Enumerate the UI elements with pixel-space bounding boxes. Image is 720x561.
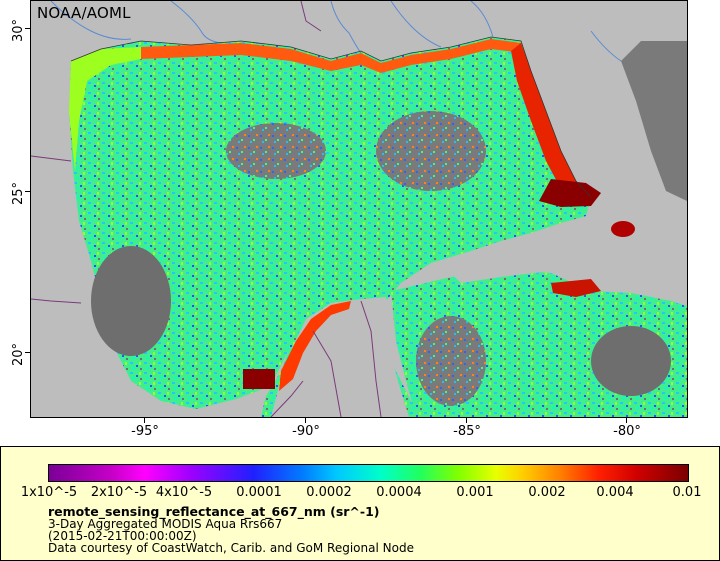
nodata-patch — [416, 316, 486, 406]
legend-panel: 1x10^-5 2x10^-5 4x10^-5 0.0001 0.0002 0.… — [0, 446, 720, 561]
coastal-high-reflectance-north — [141, 39, 523, 73]
lon-tick-mark — [305, 418, 306, 423]
lon-tick-mark — [626, 418, 627, 423]
colorbar-tick-label: 0.0004 — [376, 485, 422, 500]
lat-tick-mark — [25, 28, 30, 29]
colorbar-tick-label: 0.004 — [596, 485, 634, 500]
campeche-high-reflectance — [279, 301, 351, 391]
data-credit: Data courtesy of CoastWatch, Carib. and … — [48, 541, 414, 555]
florida-bay-high-reflectance — [539, 179, 601, 207]
attribution-label: NOAA/AOML — [37, 4, 131, 22]
cuba-coast-high-reflectance — [551, 279, 601, 297]
tabasco-high-reflectance — [243, 369, 275, 389]
colorbar-tick-label: 0.002 — [528, 485, 566, 500]
bahamas-bank-high-reflectance — [611, 221, 635, 237]
lat-tick-label: 25° — [11, 181, 26, 205]
lon-tick-mark — [144, 418, 145, 423]
lon-tick-mark — [466, 418, 467, 423]
colorbar-tick-label: 0.001 — [456, 485, 494, 500]
nodata-patch — [541, 51, 601, 131]
lat-tick-mark — [25, 352, 30, 353]
coastline — [70, 36, 592, 198]
dataset-timestamp: (2015-02-21T00:00:00Z) — [48, 529, 197, 543]
lon-tick-label: -95° — [131, 424, 159, 439]
dataset-description: 3-Day Aggregated MODIS Aqua Rrs667 — [48, 517, 283, 531]
colorbar-tick-label: 0.0002 — [306, 485, 352, 500]
colorbar-tick-label: 0.01 — [672, 485, 702, 500]
lat-tick-label: 20° — [11, 342, 26, 366]
colorbar-tick-label: 1x10^-5 — [20, 485, 78, 500]
lat-tick-mark — [25, 191, 30, 192]
colorbar-tick-label: 0.0001 — [236, 485, 282, 500]
colorbar — [48, 464, 689, 482]
lon-tick-label: -85° — [453, 424, 481, 439]
texas-shelf-band — [69, 47, 141, 171]
lon-tick-label: -80° — [613, 424, 641, 439]
map-panel[interactable]: NOAA/AOML — [30, 0, 688, 418]
reflectance-map — [31, 1, 687, 417]
nodata-patch — [376, 111, 486, 191]
cuba-island — [446, 233, 681, 283]
political-borders — [31, 1, 382, 417]
nodata-patch — [91, 246, 171, 356]
yucatan-peninsula — [271, 297, 409, 417]
variable-title: remote_sensing_reflectance_at_667_nm (sr… — [48, 504, 380, 519]
nodata-patch — [591, 326, 671, 396]
colorbar-tick-label: 2x10^-5 — [90, 485, 148, 500]
lon-tick-label: -90° — [292, 424, 320, 439]
nodata-patch — [226, 123, 326, 179]
colorbar-tick-label: 4x10^-5 — [155, 485, 213, 500]
lat-tick-label: 30° — [11, 18, 26, 42]
atlantic-water — [621, 41, 687, 201]
rivers — [50, 1, 622, 62]
